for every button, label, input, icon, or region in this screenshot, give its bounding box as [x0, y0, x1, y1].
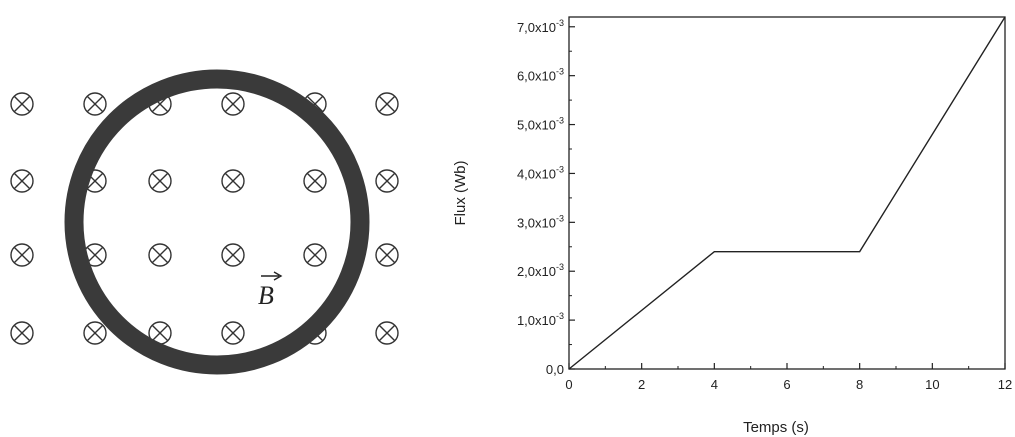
x-tick-label: 0 — [565, 377, 572, 392]
cross-in-circle-icon — [303, 243, 327, 267]
x-tick-label: 10 — [925, 377, 939, 392]
y-axis: 0,0 1,0x10-3 2,0x10-3 3,0x10-3 4,0x10-3 5,0x1… — [517, 18, 575, 377]
cross-in-circle-icon — [10, 92, 34, 116]
cross-in-circle-icon — [221, 169, 245, 193]
field-label: B — [258, 281, 274, 310]
y-tick-label: 0,0 — [546, 362, 564, 377]
cross-in-circle-icon — [221, 243, 245, 267]
cross-in-circle-icon — [303, 169, 327, 193]
cross-in-circle-icon — [83, 321, 107, 345]
cross-in-circle-icon — [10, 243, 34, 267]
y-tick-label: 4,0x10-3 — [517, 164, 564, 181]
cross-in-circle-icon — [148, 243, 172, 267]
x-tick-label: 6 — [783, 377, 790, 392]
flux-time-chart: 0 2 4 6 8 10 12 0,0 1,0x10-3 2,0x10-3 3,0x10-3 4,0… — [452, 16, 1012, 436]
cross-in-circle-icon — [375, 169, 399, 193]
series-line-flux — [568, 16, 1006, 370]
vector-arrow-head — [273, 271, 283, 281]
x-axis: 0 2 4 6 8 10 12 — [565, 363, 1012, 392]
x-tick-label: 2 — [638, 377, 645, 392]
y-tick-label: 7,0x10-3 — [517, 18, 564, 35]
y-tick-label: 6,0x10-3 — [517, 67, 564, 84]
y-tick-label: 3,0x10-3 — [517, 213, 564, 230]
cross-in-circle-icon — [221, 321, 245, 345]
cross-in-circle-icon — [83, 92, 107, 116]
cross-in-circle-icon — [375, 243, 399, 267]
y-tick-label: 1,0x10-3 — [517, 311, 564, 328]
cross-in-circle-icon — [221, 92, 245, 116]
field-diagram: B — [10, 69, 399, 375]
y-axis-title: Flux (Wb) — [452, 161, 469, 226]
x-tick-label: 12 — [998, 377, 1012, 392]
conducting-loop — [64, 69, 370, 375]
cross-in-circle-icon — [375, 321, 399, 345]
cross-in-circle-icon — [10, 321, 34, 345]
y-tick-label: 5,0x10-3 — [517, 116, 564, 133]
x-tick-label: 4 — [711, 377, 718, 392]
x-axis-title: Temps (s) — [743, 419, 809, 436]
cross-in-circle-icon — [10, 169, 34, 193]
y-tick-label: 2,0x10-3 — [517, 262, 564, 279]
cross-in-circle-icon — [148, 169, 172, 193]
x-tick-label: 8 — [856, 377, 863, 392]
field-symbol-grid — [10, 92, 399, 345]
cross-in-circle-icon — [375, 92, 399, 116]
field-vector-label: B — [258, 271, 283, 310]
